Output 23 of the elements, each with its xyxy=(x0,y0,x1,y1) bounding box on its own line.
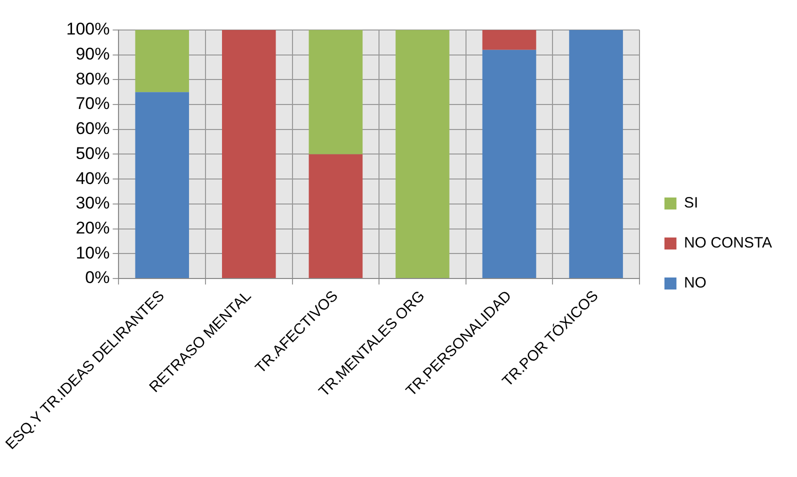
bar xyxy=(482,30,536,50)
y-tick-label: 50% xyxy=(76,144,110,163)
bar xyxy=(135,30,190,92)
legend-label: SI xyxy=(684,194,698,212)
y-tick-label: 10% xyxy=(76,243,110,262)
y-tick-label: 0% xyxy=(85,268,110,288)
y-tick-label: 80% xyxy=(76,69,110,88)
y-tick-label: 100% xyxy=(66,20,110,39)
y-tick-label: 20% xyxy=(76,218,110,238)
bar xyxy=(135,92,190,278)
legend-label: NO xyxy=(684,274,706,292)
y-tick-label: 90% xyxy=(76,44,110,64)
bar xyxy=(308,30,363,154)
y-tick-label: 60% xyxy=(76,119,110,138)
y-tick-label: 40% xyxy=(76,168,110,188)
bar xyxy=(308,154,363,278)
y-tick-label: 70% xyxy=(76,94,110,114)
bar xyxy=(396,30,450,278)
legend-label: NO CONSTA xyxy=(684,234,772,252)
bar xyxy=(222,30,276,278)
y-tick-label: 30% xyxy=(76,194,110,213)
bar xyxy=(482,50,536,278)
bar xyxy=(569,30,623,278)
